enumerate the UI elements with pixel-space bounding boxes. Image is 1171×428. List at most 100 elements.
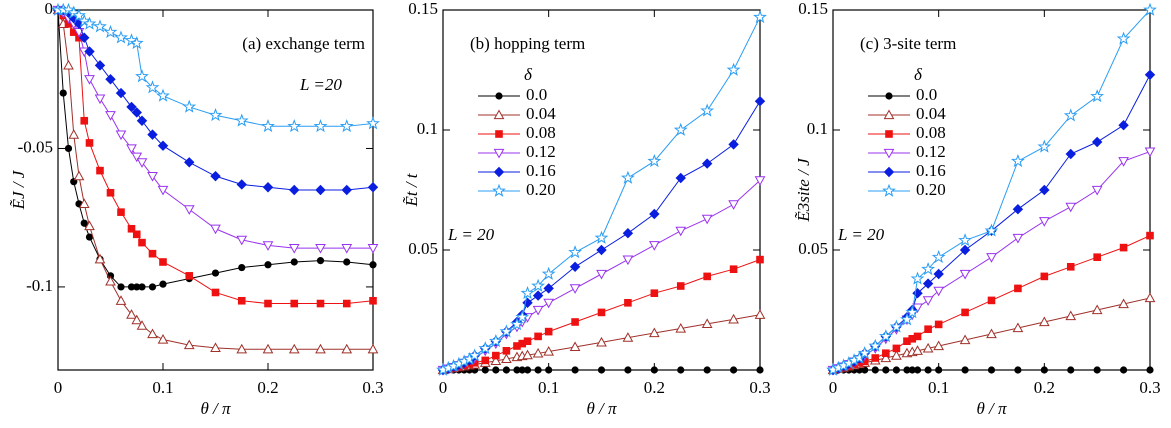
marker [313,119,328,133]
marker [518,366,526,374]
marker [673,122,688,136]
marker [523,366,532,374]
marker [79,32,90,43]
marker [502,347,511,355]
panel-label: (c) 3-site term [860,34,956,53]
x-tick-label: 0.1 [928,378,949,397]
marker [726,62,741,76]
marker [183,339,195,350]
marker [513,366,521,374]
marker [237,296,246,305]
marker [343,258,351,266]
marker [159,258,167,266]
marker [729,265,738,273]
marker [96,166,104,175]
marker [912,287,923,299]
marker [157,185,169,196]
marker [861,366,869,374]
marker [959,269,971,280]
marker [1118,298,1129,309]
marker [1065,310,1077,321]
panel-label: (a) exchange term [242,34,365,53]
marker [650,366,658,374]
marker [115,130,127,141]
marker [94,253,106,264]
marker [124,33,139,47]
marker [290,299,299,308]
marker [64,20,73,28]
marker [1067,366,1075,374]
marker [148,283,157,291]
marker [77,13,92,27]
marker [756,255,764,264]
marker [369,296,377,305]
marker [1119,243,1128,252]
marker [85,233,94,241]
marker [367,343,379,354]
marker [922,342,934,353]
marker [211,269,220,277]
marker [145,80,160,94]
legend-label: 0.04 [916,104,946,123]
x-tick-label: 0 [54,378,63,397]
marker [522,297,533,309]
marker [622,227,634,239]
y-tick-label: -0.05 [18,137,53,156]
marker [129,35,144,50]
marker [1038,217,1050,227]
marker [756,366,764,374]
marker [369,261,377,269]
legend-marker [885,130,893,138]
y-tick-label: 0.1 [417,119,438,138]
marker [622,332,634,342]
legend-label: 0.16 [916,161,946,180]
marker [481,356,490,365]
marker [1040,272,1049,281]
marker [924,325,932,333]
marker [126,101,137,113]
x-tick-label: 0 [829,378,838,397]
marker [1091,185,1103,196]
marker [115,295,127,305]
annotation: L =20 [299,75,342,94]
marker [728,313,739,324]
marker [569,284,581,294]
marker [238,263,246,272]
y-tick-label: 0.05 [798,239,828,258]
marker [481,366,489,374]
marker [84,46,95,57]
marker [987,366,996,374]
marker [534,366,542,374]
marker [882,366,890,374]
marker [236,179,247,190]
marker [523,337,532,345]
marker [61,2,76,16]
x-tick-label: 0.2 [257,378,278,397]
marker [543,345,555,356]
legend-marker [495,92,503,100]
marker [984,223,999,237]
marker [1144,147,1156,158]
marker [913,366,922,374]
marker [543,283,554,294]
marker [857,345,872,360]
marker [933,340,945,351]
x-tick-label: 0.2 [1034,378,1055,397]
marker [959,334,971,345]
marker [185,272,194,280]
marker [871,354,880,362]
marker [261,119,275,133]
marker [532,290,544,301]
marker [871,366,879,374]
marker [522,349,533,360]
marker [647,153,662,168]
legend-title: δ [524,65,533,84]
marker [117,208,125,216]
marker [931,249,946,264]
marker [264,299,272,308]
marker [882,349,890,357]
marker [105,111,116,121]
marker [136,158,148,168]
marker [367,244,379,254]
